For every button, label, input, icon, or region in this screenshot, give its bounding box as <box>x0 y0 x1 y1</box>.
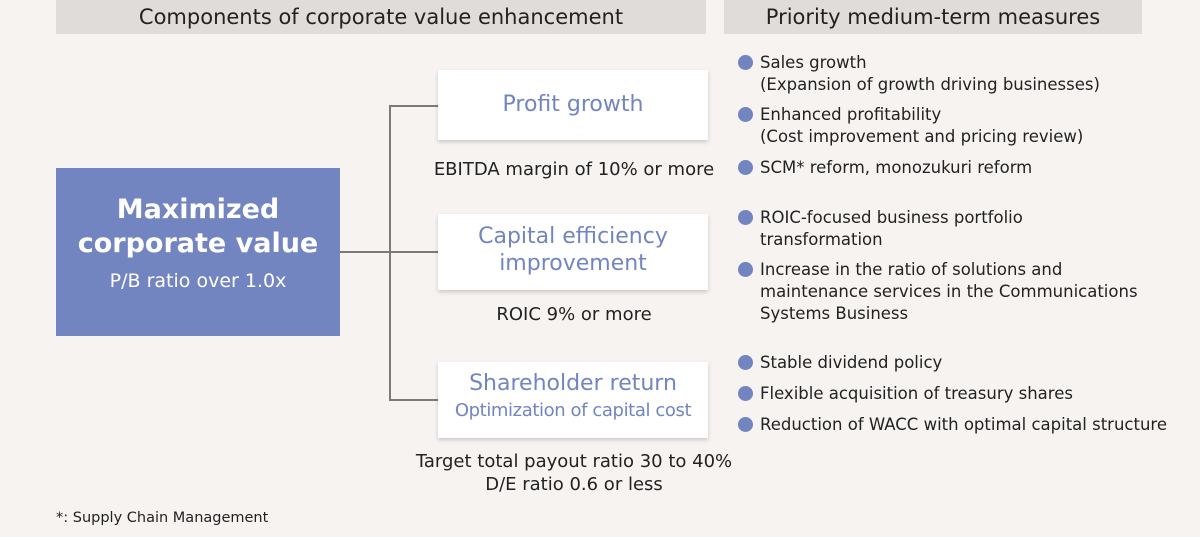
capital-metric: ROIC 9% or more <box>390 303 758 326</box>
bullet-circle-icon <box>738 210 753 225</box>
measure-item: Increase in the ratio of solutions and m… <box>738 259 1138 325</box>
footnote: *: Supply Chain Management <box>56 510 269 526</box>
shareholder-metric-line1: Target total payout ratio 30 to 40% <box>415 451 733 472</box>
measure-item: ROIC-focused business portfolio transfor… <box>738 207 1138 251</box>
bullet-circle-icon <box>738 262 753 277</box>
connector-profit <box>389 105 439 107</box>
measure-item: Enhanced profitability (Cost improvement… <box>738 104 1100 148</box>
profit-metric-line: EBITDA margin of 10% or more <box>433 159 715 180</box>
measure-item: Sales growth (Expansion of growth drivin… <box>738 52 1100 96</box>
capital-metric-line: ROIC 9% or more <box>496 304 652 325</box>
profit-metric: EBITDA margin of 10% or more <box>390 158 758 181</box>
profit-measures-list: Sales growth (Expansion of growth drivin… <box>738 52 1100 179</box>
bullet-circle-icon <box>738 355 753 370</box>
main-box-title-line2: corporate value <box>77 228 319 259</box>
shareholder-return-subtitle: Optimization of capital cost <box>454 400 692 421</box>
components-header: Components of corporate value enhancemen… <box>56 0 706 34</box>
bullet-circle-icon <box>738 55 753 70</box>
measures-header: Priority medium-term measures <box>724 0 1142 34</box>
maximized-corporate-value-box: Maximized corporate value P/B ratio over… <box>56 168 340 336</box>
shareholder-return-box: Shareholder return Optimization of capit… <box>438 362 708 438</box>
measure-item: Flexible acquisition of treasury shares <box>738 383 1167 405</box>
bullet-circle-icon <box>738 417 753 432</box>
measure-item: Stable dividend policy <box>738 352 1167 374</box>
bullet-circle-icon <box>738 386 753 401</box>
connector-main-horizontal <box>340 251 390 253</box>
capital-efficiency-box: Capital efficiency improvement <box>438 214 708 290</box>
bullet-circle-icon <box>738 160 753 175</box>
bullet-circle-icon <box>738 107 753 122</box>
measure-item: Reduction of WACC with optimal capital s… <box>738 414 1167 436</box>
shareholder-metric: Target total payout ratio 30 to 40% D/E … <box>390 450 758 496</box>
capital-measures-list: ROIC-focused business portfolio transfor… <box>738 207 1138 325</box>
profit-growth-box: Profit growth <box>438 70 708 140</box>
main-box-subtitle: P/B ratio over 1.0x <box>109 270 287 292</box>
connector-capital <box>389 251 439 253</box>
main-box-title-line1: Maximized <box>116 194 280 225</box>
capital-efficiency-title-line2: improvement <box>499 251 647 276</box>
connector-shareholder <box>389 399 439 401</box>
shareholder-measures-list: Stable dividend policy Flexible acquisit… <box>738 352 1167 436</box>
capital-efficiency-title-line1: Capital efficiency <box>478 224 668 249</box>
measure-item: SCM* reform, monozukuri reform <box>738 157 1100 179</box>
shareholder-metric-line2: D/E ratio 0.6 or less <box>485 474 663 495</box>
main-box-title: Maximized corporate value <box>56 193 340 261</box>
shareholder-return-title: Shareholder return <box>469 371 677 396</box>
